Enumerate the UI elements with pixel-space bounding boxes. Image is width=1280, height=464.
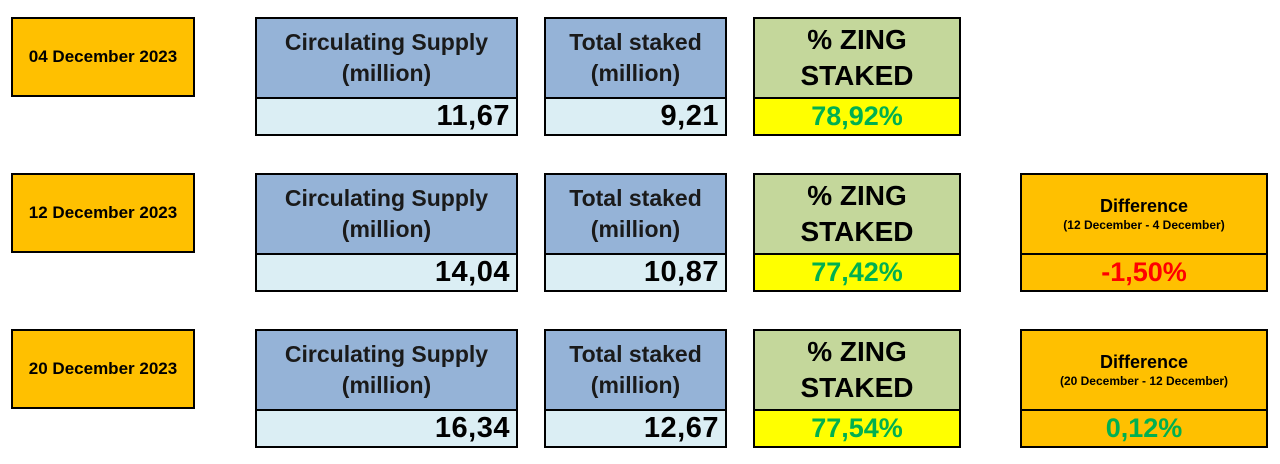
difference-title: Difference (1099, 352, 1189, 372)
date-label: 12 December 2023 (28, 203, 178, 222)
supply-header-3: Circulating Supply (million) (255, 329, 518, 409)
staked-label-line1: Total staked (569, 185, 702, 211)
date-cell-1: 04 December 2023 (11, 17, 195, 97)
supply-header-1: Circulating Supply (million) (255, 17, 518, 97)
pct-label-line1: % ZING (807, 336, 907, 367)
staked-header-3: Total staked (million) (544, 329, 727, 409)
pct-value-3: 77,54% (753, 409, 961, 448)
difference-subtitle: (20 December - 12 December) (1059, 374, 1229, 388)
pct-label-line2: STAKED (800, 60, 914, 91)
supply-label-line2: (million) (341, 372, 432, 398)
staked-label-line2: (million) (590, 216, 681, 242)
staked-label-line1: Total staked (569, 341, 702, 367)
difference-value-3: 0,12% (1020, 409, 1268, 448)
date-cell-3: 20 December 2023 (11, 329, 195, 409)
pct-label-line2: STAKED (800, 372, 914, 403)
staked-label-line2: (million) (590, 60, 681, 86)
staked-label-line2: (million) (590, 372, 681, 398)
pct-value-2: 77,42% (753, 253, 961, 292)
staked-label-line1: Total staked (569, 29, 702, 55)
supply-label-line2: (million) (341, 60, 432, 86)
pct-header-1: % ZING STAKED (753, 17, 961, 97)
staked-value-2: 10,87 (544, 253, 727, 292)
difference-header-2: Difference (12 December - 4 December) (1020, 173, 1268, 253)
staked-header-2: Total staked (million) (544, 173, 727, 253)
date-label: 04 December 2023 (28, 47, 178, 66)
supply-header-2: Circulating Supply (million) (255, 173, 518, 253)
pct-header-2: % ZING STAKED (753, 173, 961, 253)
date-label: 20 December 2023 (28, 359, 178, 378)
staked-value-3: 12,67 (544, 409, 727, 448)
difference-title: Difference (1099, 196, 1189, 216)
difference-value-2: -1,50% (1020, 253, 1268, 292)
supply-value-2: 14,04 (255, 253, 518, 292)
date-cell-2: 12 December 2023 (11, 173, 195, 253)
pct-label-line1: % ZING (807, 24, 907, 55)
pct-label-line1: % ZING (807, 180, 907, 211)
supply-value-1: 11,67 (255, 97, 518, 136)
pct-header-3: % ZING STAKED (753, 329, 961, 409)
staked-value-1: 9,21 (544, 97, 727, 136)
supply-label-line1: Circulating Supply (284, 185, 489, 211)
pct-label-line2: STAKED (800, 216, 914, 247)
supply-label-line1: Circulating Supply (284, 29, 489, 55)
pct-value-1: 78,92% (753, 97, 961, 136)
supply-label-line1: Circulating Supply (284, 341, 489, 367)
staked-header-1: Total staked (million) (544, 17, 727, 97)
difference-header-3: Difference (20 December - 12 December) (1020, 329, 1268, 409)
supply-label-line2: (million) (341, 216, 432, 242)
supply-value-3: 16,34 (255, 409, 518, 448)
difference-subtitle: (12 December - 4 December) (1063, 218, 1225, 232)
